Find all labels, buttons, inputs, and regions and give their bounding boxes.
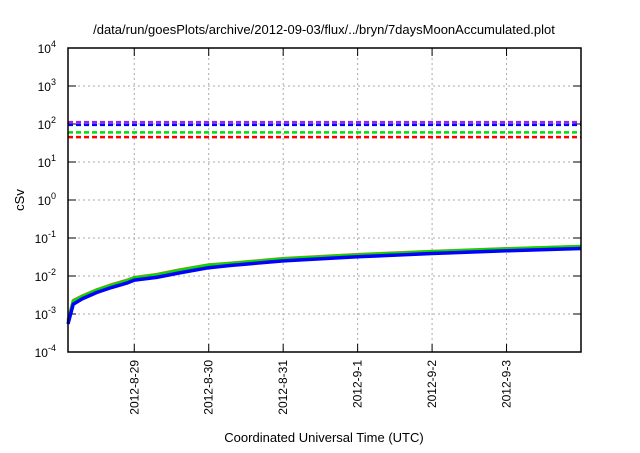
plot-frame [67,47,582,353]
y-tick-base: 10 [35,232,49,246]
y-tick-base: 10 [35,270,49,284]
threshold-lines [68,120,581,139]
y-tick-label: 10-1 [35,229,56,246]
y-tick-label: 102 [38,115,56,132]
y-tick-base: 10 [35,346,49,360]
y-tick-exponent: -1 [48,229,56,239]
x-axis-label: Coordinated Universal Time (UTC) [224,430,423,445]
y-tick-exponent: 2 [51,115,56,125]
y-tick-exponent: -3 [48,305,56,315]
y-tick-base: 10 [38,194,52,208]
x-tick-label: 2012-8-30 [202,360,216,415]
series-line-green [66,244,582,322]
y-tick-label: 101 [38,153,56,170]
ticks: 10-410-310-210-11001011021031042012-8-29… [35,39,581,415]
x-tick-label: 2012-9-1 [351,360,365,408]
chart-title: /data/run/goesPlots/archive/2012-09-03/f… [93,22,555,37]
series-lines [66,244,582,325]
y-tick-exponent: 3 [51,77,56,87]
x-tick-label: 2012-9-3 [500,360,514,408]
y-tick-base: 10 [38,80,52,94]
y-tick-exponent: 0 [51,191,56,201]
y-tick-base: 10 [38,118,52,132]
y-tick-base: 10 [38,42,52,56]
y-tick-label: 10-4 [35,343,56,360]
y-tick-exponent: -4 [48,343,56,353]
y-tick-exponent: 4 [51,39,56,49]
y-tick-exponent: 1 [51,153,56,163]
y-tick-exponent: -2 [48,267,56,277]
x-tick-label: 2012-8-29 [127,360,141,415]
series-line-blue [66,246,582,325]
x-tick-label: 2012-8-31 [276,360,290,415]
y-tick-label: 10-2 [35,267,56,284]
y-tick-label: 103 [38,77,56,94]
y-axis-label: cSv [12,189,27,211]
y-tick-base: 10 [38,156,52,170]
y-tick-label: 100 [38,191,56,208]
y-tick-label: 104 [38,39,56,56]
grid [68,48,581,352]
y-tick-label: 10-3 [35,305,56,322]
x-tick-label: 2012-9-2 [425,360,439,408]
y-tick-base: 10 [35,308,49,322]
